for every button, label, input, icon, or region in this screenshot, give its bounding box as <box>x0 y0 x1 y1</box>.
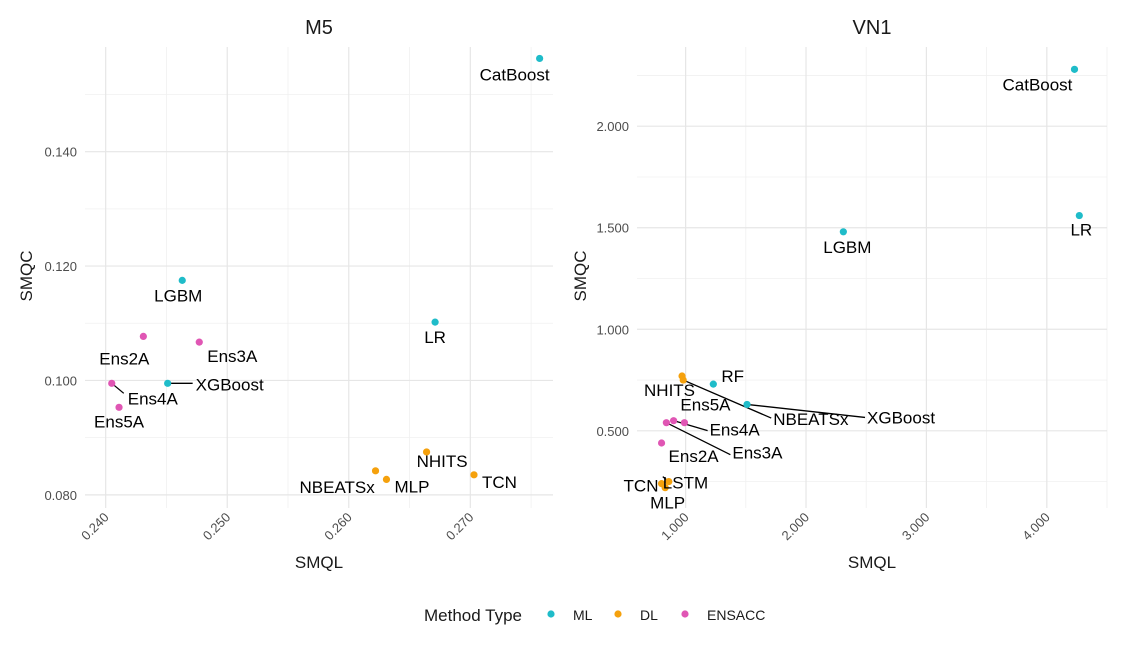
y-ticks-m5: 0.080 0.100 0.120 0.140 <box>44 145 77 503</box>
point-nbeatsx <box>371 467 380 475</box>
point-ens2a <box>657 439 666 447</box>
point-labels-vn1: CatBoost LGBM LR RF XGBoost NHITS NBEATSx TCN LS… <box>624 75 1093 512</box>
y-axis-title-m5: SMQC <box>17 251 36 302</box>
point-ens2a <box>139 332 147 341</box>
y-ticks-vn1: 0.500 1.000 1.500 2.000 <box>596 119 629 439</box>
legend-key-ml <box>547 610 555 618</box>
y-tick-label: 0.140 <box>44 145 77 160</box>
point-label-nbeatsx: NBEATSx <box>773 410 849 429</box>
point-label-catboost: CatBoost <box>1002 75 1072 94</box>
legend-key-ensacc <box>681 610 689 618</box>
point-label-xgboost: XGBoost <box>867 408 935 427</box>
point-mlp <box>382 475 391 484</box>
x-ticks-vn1: 1.000 2.000 3.000 4.000 <box>658 510 1053 544</box>
x-tick-label: 2.000 <box>779 510 813 544</box>
point-label-lgbm: LGBM <box>823 238 871 257</box>
point-nbeatsx <box>679 376 687 384</box>
legend-items: ML DL ENSACC <box>547 607 765 623</box>
y-tick-label: 1.500 <box>596 221 629 236</box>
y-tick-label: 0.100 <box>44 373 77 388</box>
point-lr <box>1075 211 1083 220</box>
point-label-rf: RF <box>721 367 744 386</box>
legend-label-dl: DL <box>640 607 658 623</box>
x-ticks-m5: 0.240 0.250 0.260 0.270 <box>78 510 476 544</box>
point-lgbm <box>839 228 847 236</box>
y-tick-label: 0.500 <box>596 424 629 439</box>
point-label-xgboost: XGBoost <box>196 375 264 394</box>
x-tick-label: 1.000 <box>658 510 692 544</box>
point-ens4a <box>108 379 116 387</box>
point-label-ens5a: Ens5A <box>94 412 145 431</box>
legend: Method Type ML DL ENSACC <box>424 606 765 625</box>
points-vn1 <box>657 65 1083 492</box>
point-label-ens3a: Ens3A <box>207 347 258 366</box>
point-ens5a <box>115 403 123 411</box>
point-label-tcn: TCN <box>624 477 659 496</box>
point-label-nhits: NHITS <box>644 381 695 400</box>
point-label-ens5a: Ens5A <box>680 396 731 415</box>
point-label-ens4a: Ens4A <box>710 421 761 440</box>
point-nhits <box>422 448 431 456</box>
point-xgboost <box>743 400 751 409</box>
x-tick-label: 0.250 <box>200 510 234 544</box>
point-ens3a <box>195 338 203 346</box>
point-label-ens2a: Ens2A <box>99 349 150 368</box>
point-lstm <box>665 477 673 486</box>
point-lgbm <box>178 276 186 284</box>
point-rf <box>709 380 717 388</box>
legend-title: Method Type <box>424 606 522 625</box>
leader-line-ens4a <box>673 420 708 432</box>
x-tick-label: 3.000 <box>899 510 933 544</box>
y-tick-label: 0.120 <box>44 259 77 274</box>
point-tcn <box>470 471 478 479</box>
grid-vn1 <box>637 47 1108 508</box>
legend-label-ensacc: ENSACC <box>707 607 765 623</box>
point-catboost <box>1070 65 1079 73</box>
leader-line-xgboost <box>746 403 866 419</box>
panel-vn1: VN1 0.500 1.000 1.500 2.000 1.000 2.000 3.000… <box>571 17 1108 572</box>
x-tick-label: 0.240 <box>78 510 112 544</box>
point-ens4a <box>669 417 678 425</box>
point-xgboost <box>164 379 172 387</box>
point-label-lr: LR <box>1070 221 1092 240</box>
legend-label-ml: ML <box>573 607 593 623</box>
panel-title-vn1: VN1 <box>853 17 892 39</box>
grid-m5 <box>85 47 553 508</box>
leader-line-ens3a <box>666 422 731 456</box>
y-tick-label: 1.000 <box>596 322 629 337</box>
point-ens5a <box>680 419 689 427</box>
point-label-nhits: NHITS <box>417 452 468 471</box>
legend-key-dl <box>614 610 622 618</box>
point-label-tcn: TCN <box>482 473 517 492</box>
point-label-ens4a: Ens4A <box>128 389 179 408</box>
point-catboost <box>536 54 544 63</box>
panel-title-m5: M5 <box>305 17 333 39</box>
x-tick-label: 0.260 <box>321 510 355 544</box>
y-tick-label: 0.080 <box>44 488 77 503</box>
point-label-lr: LR <box>424 328 446 347</box>
point-label-mlp: MLP <box>394 477 429 496</box>
point-label-ens2a: Ens2A <box>669 447 720 466</box>
point-ens3a <box>662 419 670 427</box>
x-tick-label: 0.270 <box>443 510 477 544</box>
point-label-lgbm: LGBM <box>154 286 202 305</box>
x-axis-title-vn1: SMQL <box>848 553 896 572</box>
point-lr <box>431 318 439 326</box>
point-labels-m5: CatBoost LGBM LR XGBoost Ens2A Ens3A Ens4A Ens5… <box>94 65 550 496</box>
point-label-ens3a: Ens3A <box>732 444 783 463</box>
point-label-nbeatsx: NBEATSx <box>300 478 376 497</box>
point-label-mlp: MLP <box>650 494 685 513</box>
point-mlp <box>661 484 669 492</box>
point-label-catboost: CatBoost <box>480 65 550 84</box>
y-tick-label: 2.000 <box>596 119 629 134</box>
leader-line-nbeatsx <box>682 379 772 419</box>
x-tick-label: 4.000 <box>1019 510 1053 544</box>
points-m5 <box>108 54 544 484</box>
point-label-lstm: LSTM <box>663 474 708 493</box>
x-axis-title-m5: SMQL <box>295 553 343 572</box>
y-axis-title-vn1: SMQC <box>571 251 590 302</box>
